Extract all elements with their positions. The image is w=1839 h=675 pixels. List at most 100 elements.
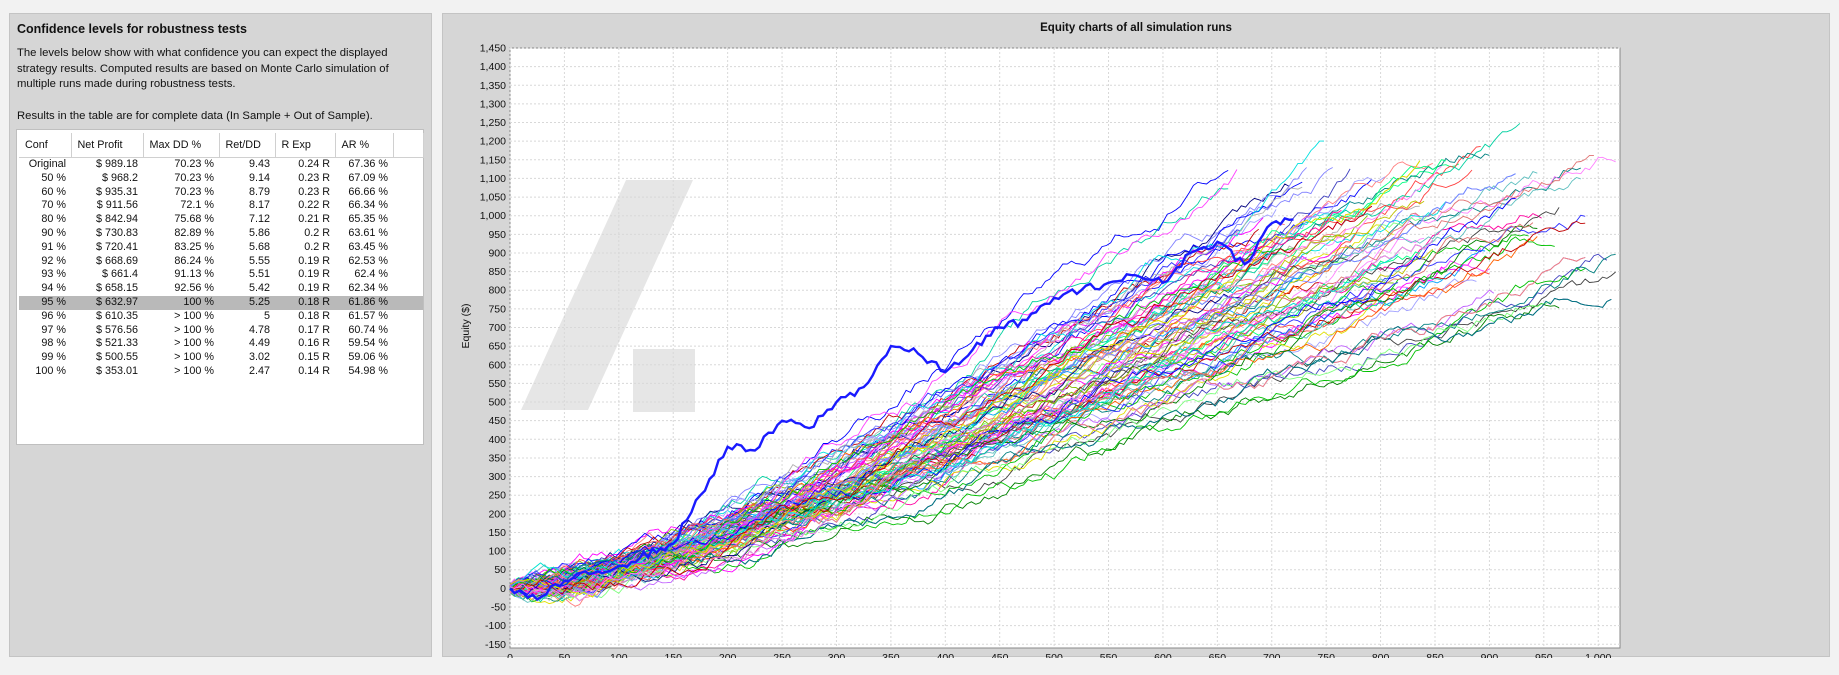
x-tick-label: 200 <box>719 652 737 658</box>
table-cell: Original <box>28 158 66 170</box>
table-cell-filler <box>393 351 423 365</box>
table-cell: $ 911.56 <box>96 199 138 212</box>
table-cell-filler <box>393 268 423 282</box>
y-tick-label: 900 <box>488 247 506 259</box>
table-row[interactable]: 94 % $ 658.15 92.56 % 5.42 0.19 R 62.34 % <box>19 282 423 296</box>
simulation-run-line <box>509 277 1303 589</box>
simulation-run-line <box>509 276 1394 593</box>
y-tick-label: 1,050 <box>480 192 506 204</box>
table-cell: 5.51 <box>248 268 270 281</box>
x-tick-label: 650 <box>1209 652 1227 658</box>
y-tick-label: 50 <box>494 564 506 576</box>
y-tick-label: 700 <box>488 322 506 334</box>
simulation-run-line <box>509 181 1303 589</box>
table-row[interactable]: 96 % $ 610.35 > 100 % 5 0.18 R 61.57 % <box>19 310 423 324</box>
simulation-run-line <box>509 187 1229 602</box>
table-row[interactable]: 80 % $ 842.94 75.68 % 7.12 0.21 R 65.35 % <box>19 213 423 227</box>
table-row[interactable]: 70 % $ 911.56 72.1 % 8.17 0.22 R 66.34 % <box>19 199 423 213</box>
simulation-run-line <box>509 213 1542 594</box>
table-cell: 3.02 <box>248 351 270 364</box>
y-tick-label: -100 <box>485 620 506 632</box>
y-tick-label: 450 <box>488 415 506 427</box>
table-cell: 99 % <box>41 351 66 364</box>
simulation-run-line <box>509 166 1442 585</box>
table-cell: 91 % <box>41 240 66 253</box>
table-cell: 63.45 % <box>348 240 388 253</box>
table-row[interactable]: 90 % $ 730.83 82.89 % 5.86 0.2 R 63.61 % <box>19 227 423 241</box>
table-row[interactable]: 93 % $ 661.4 91.13 % 5.51 0.19 R 62.4 % <box>19 268 423 282</box>
y-tick-label: 1,250 <box>480 117 506 129</box>
table-cell: $ 610.35 <box>95 309 138 322</box>
table-cell: 9.14 <box>248 171 270 184</box>
table-row[interactable]: 50 % $ 968.2 70.23 % 9.14 0.23 R 67.09 % <box>19 172 423 186</box>
table-cell-filler <box>393 295 423 310</box>
table-cell: 83.25 % <box>174 240 214 253</box>
table-cell: $ 935.31 <box>95 185 138 198</box>
chart-title: Equity charts of all simulation runs <box>1040 22 1232 34</box>
column-header[interactable]: Conf <box>19 133 72 158</box>
simulation-run-line <box>509 256 1307 587</box>
x-axis-ticks: 0 50 100 150 200 250 300 350 400 450 500 550 600 650 7… <box>507 652 1611 658</box>
table-row[interactable]: 95 % $ 632.97 100 % 5.25 0.18 R 61.86 % <box>19 295 423 310</box>
column-header[interactable]: Max DD % <box>143 133 220 158</box>
x-tick-label: 850 <box>1426 652 1444 658</box>
confidence-table[interactable]: Conf Net Profit Max DD % Ret/DD R Exp AR % Or… <box>19 133 424 379</box>
table-cell: 63.61 % <box>348 226 388 239</box>
x-tick-label: 450 <box>991 652 1009 658</box>
simulation-run-line <box>509 173 1516 598</box>
table-row[interactable]: 97 % $ 576.56 > 100 % 4.78 0.17 R 60.74 % <box>19 324 423 338</box>
table-cell: 67.09 % <box>348 171 388 184</box>
table-row[interactable]: 92 % $ 668.69 86.24 % 5.55 0.19 R 62.53 % <box>19 255 423 269</box>
original-run <box>509 216 1294 602</box>
x-tick-label: 150 <box>664 652 682 658</box>
y-tick-label: 600 <box>488 359 506 371</box>
y-tick-label: -50 <box>491 602 506 614</box>
table-row[interactable]: 99 % $ 500.55 > 100 % 3.02 0.15 R 59.06 % <box>19 351 423 365</box>
y-tick-label: 400 <box>488 434 506 446</box>
table-row[interactable]: 100 % $ 353.01 > 100 % 2.47 0.14 R 54.98 % <box>19 365 423 379</box>
table-cell: 70.23 % <box>174 185 214 198</box>
y-tick-label: 100 <box>488 546 506 558</box>
y-tick-label: 650 <box>488 341 506 353</box>
y-tick-label: 1,150 <box>480 154 506 166</box>
table-cell: $ 632.97 <box>71 295 143 310</box>
table-cell: 82.89 % <box>174 226 214 239</box>
table-cell: 66.66 % <box>348 185 388 198</box>
table-cell-filler <box>393 199 423 213</box>
table-cell: > 100 % <box>174 323 214 336</box>
table-cell: 0.19 R <box>298 282 330 295</box>
table-cell: $ 968.2 <box>101 171 138 184</box>
table-row[interactable]: 98 % $ 521.33 > 100 % 4.49 0.16 R 59.54 % <box>19 337 423 351</box>
y-tick-label: 0 <box>500 583 506 595</box>
column-header[interactable]: Net Profit <box>71 133 144 158</box>
table-row[interactable]: Original $ 989.18 70.23 % 9.43 0.24 R 67.36 % <box>19 158 423 172</box>
y-tick-label: 750 <box>488 303 506 315</box>
table-cell: $ 576.56 <box>95 323 138 336</box>
table-cell: 0.15 R <box>298 351 330 364</box>
table-cell: > 100 % <box>174 337 214 350</box>
y-tick-label: 1,200 <box>480 136 506 148</box>
confidence-table-container[interactable]: Conf Net Profit Max DD % Ret/DD R Exp AR % Or… <box>16 129 424 445</box>
panel-title: Confidence levels for robustness tests <box>17 22 247 36</box>
column-header[interactable]: Ret/DD <box>219 133 276 158</box>
y-axis-ticks: -150 -100 -50 0 50 100 150 200 250 300 350 400 450 50… <box>480 43 506 651</box>
table-row[interactable]: 60 % $ 935.31 70.23 % 8.79 0.23 R 66.66 % <box>19 186 423 200</box>
table-cell: 9.43 <box>248 158 270 170</box>
table-cell: 0.23 R <box>298 185 330 198</box>
table-cell-filler <box>393 213 423 227</box>
table-cell: 67.36 % <box>348 158 388 170</box>
column-header[interactable]: AR % <box>335 133 394 158</box>
table-row[interactable]: 91 % $ 720.41 83.25 % 5.68 0.2 R 63.45 % <box>19 241 423 255</box>
simulation-run-line <box>509 221 1586 596</box>
table-cell: 2.47 <box>248 364 270 377</box>
table-cell: > 100 % <box>174 309 214 322</box>
table-cell: 0.19 R <box>298 254 330 267</box>
table-cell: 92 % <box>41 254 66 267</box>
table-cell: > 100 % <box>174 364 214 377</box>
column-header[interactable]: R Exp <box>275 133 336 158</box>
x-tick-label: 1,000 <box>1585 652 1611 658</box>
y-tick-label: 150 <box>488 527 506 539</box>
table-cell: 0.21 R <box>298 213 330 226</box>
y-tick-label: 1,350 <box>480 80 506 92</box>
table-cell-filler <box>393 310 423 324</box>
